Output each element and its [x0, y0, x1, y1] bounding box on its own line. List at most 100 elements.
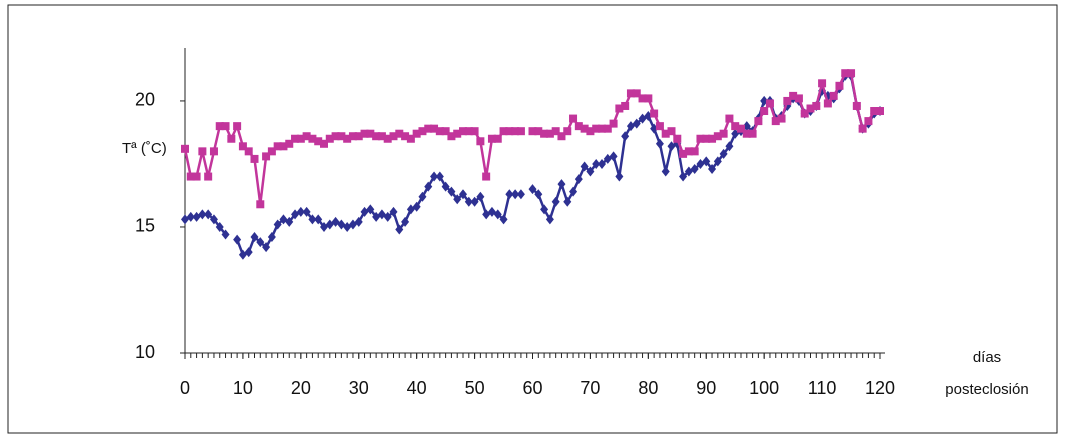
- data-point: [273, 142, 282, 151]
- data-point: [418, 127, 427, 136]
- data-point: [372, 132, 381, 141]
- data-point: [777, 114, 786, 123]
- data-point: [296, 134, 305, 143]
- data-point: [511, 127, 520, 136]
- data-point: [661, 166, 670, 177]
- data-point: [424, 181, 433, 192]
- data-point: [383, 134, 392, 143]
- data-point: [221, 122, 230, 131]
- data-point: [366, 204, 375, 215]
- data-point: [870, 107, 879, 116]
- x-tick-label: 120: [865, 378, 895, 398]
- data-point: [731, 122, 740, 131]
- data-point: [186, 172, 195, 181]
- data-point: [320, 139, 328, 148]
- data-point: [818, 79, 827, 88]
- data-point: [661, 129, 670, 138]
- x-tick-label: 20: [291, 378, 311, 398]
- x-tick-label: 40: [407, 378, 427, 398]
- data-point: [800, 109, 809, 118]
- data-point: [493, 134, 502, 143]
- data-point: [551, 127, 560, 136]
- data-point: [389, 206, 398, 217]
- data-point: [644, 94, 653, 103]
- data-point: [215, 122, 224, 131]
- data-point: [725, 114, 734, 123]
- data-point: [360, 129, 369, 138]
- data-point: [516, 127, 525, 136]
- data-point: [354, 132, 363, 141]
- data-point: [794, 94, 803, 103]
- data-point: [487, 134, 496, 143]
- data-point: [354, 216, 363, 227]
- data-point: [540, 204, 549, 215]
- data-point: [412, 201, 421, 212]
- x-axis-label: días: [973, 349, 1001, 366]
- data-point: [806, 104, 815, 113]
- data-point: [829, 91, 838, 100]
- data-point: [586, 127, 595, 136]
- data-point: [296, 206, 305, 217]
- data-point: [598, 124, 606, 133]
- data-point: [406, 134, 415, 143]
- data-point: [511, 189, 520, 200]
- data-point: [493, 209, 502, 220]
- data-point: [696, 134, 705, 143]
- data-point: [476, 191, 485, 202]
- x-tick-label: 10: [233, 378, 253, 398]
- data-point: [534, 189, 543, 200]
- data-point: [580, 161, 589, 172]
- data-point: [343, 134, 352, 143]
- data-point: [574, 174, 583, 185]
- data-point: [285, 139, 294, 148]
- chart-frame: [7, 4, 1058, 434]
- data-point: [256, 237, 265, 248]
- data-point: [690, 163, 699, 174]
- data-point: [702, 134, 711, 143]
- data-point: [603, 124, 612, 133]
- data-point: [250, 232, 259, 243]
- x-tick-label: 0: [180, 378, 190, 398]
- data-point: [256, 200, 265, 209]
- data-point: [598, 158, 606, 169]
- data-point: [331, 132, 340, 141]
- x-tick-label: 110: [808, 378, 837, 398]
- data-point: [713, 132, 722, 141]
- data-point: [401, 216, 410, 227]
- data-point: [586, 166, 595, 177]
- data-point: [204, 172, 213, 181]
- data-point: [655, 138, 664, 149]
- data-point: [563, 127, 572, 136]
- data-point: [760, 107, 769, 116]
- data-point: [835, 81, 844, 90]
- x-axis-label: posteclosión: [945, 381, 1028, 398]
- data-point: [545, 129, 554, 138]
- data-point: [337, 132, 346, 141]
- data-point: [198, 147, 207, 156]
- data-point: [389, 132, 398, 141]
- data-point: [244, 247, 253, 258]
- data-point: [441, 127, 450, 136]
- data-point: [204, 209, 213, 220]
- data-point: [221, 229, 230, 240]
- data-point: [435, 171, 444, 182]
- data-point: [395, 129, 404, 138]
- data-point: [424, 124, 433, 133]
- data-point: [302, 132, 311, 141]
- data-point: [621, 131, 630, 142]
- data-point: [551, 196, 560, 207]
- data-point: [534, 127, 543, 136]
- data-point: [447, 186, 456, 197]
- data-point: [482, 172, 491, 181]
- data-point: [650, 123, 659, 134]
- data-point: [441, 181, 450, 192]
- data-point: [754, 117, 763, 126]
- data-point: [650, 109, 659, 118]
- data-point: [783, 96, 792, 105]
- data-point: [812, 101, 821, 110]
- data-point: [285, 216, 294, 227]
- data-point: [314, 137, 323, 146]
- data-point: [615, 104, 624, 113]
- data-point: [412, 129, 421, 138]
